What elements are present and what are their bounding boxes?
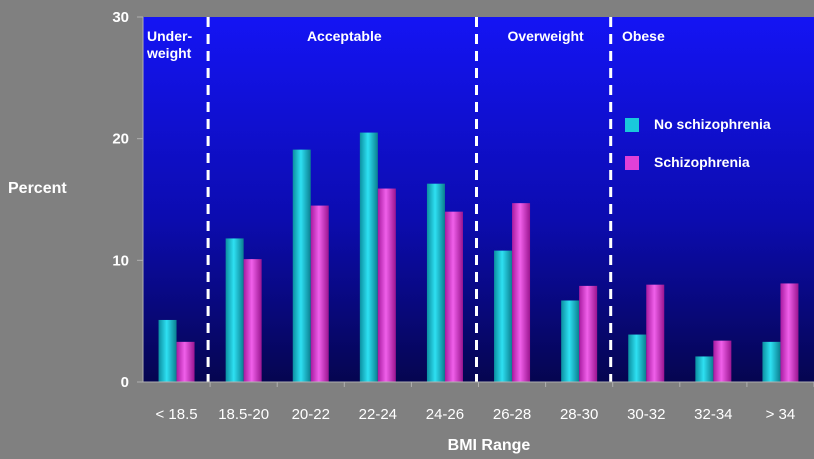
- bar-no-schizophrenia: [494, 250, 513, 382]
- bar-no-schizophrenia: [158, 319, 177, 382]
- x-tick-label: > 34: [766, 406, 796, 423]
- bar-no-schizophrenia: [628, 334, 647, 382]
- region-label: Acceptable: [307, 28, 382, 44]
- bar-schizophrenia: [512, 203, 531, 382]
- bar-schizophrenia: [310, 205, 329, 382]
- legend-swatch: [625, 156, 639, 170]
- bar-schizophrenia: [444, 211, 463, 382]
- bar-schizophrenia: [176, 341, 195, 382]
- bar-schizophrenia: [243, 259, 262, 382]
- bar-schizophrenia: [713, 340, 732, 382]
- bar-schizophrenia: [646, 284, 665, 382]
- y-tick-label: 20: [112, 131, 129, 148]
- legend: No schizophrenia Schizophrenia: [625, 116, 771, 170]
- bar-no-schizophrenia: [225, 238, 244, 382]
- bar-schizophrenia: [377, 188, 396, 382]
- bar-no-schizophrenia: [359, 132, 378, 382]
- bar-no-schizophrenia: [292, 149, 311, 382]
- bar-no-schizophrenia: [695, 356, 714, 382]
- x-tick-label: 26-28: [493, 406, 531, 423]
- x-tick-label: 30-32: [627, 406, 665, 423]
- y-tick-label: 10: [112, 252, 129, 269]
- x-tick-label: 24-26: [426, 406, 464, 423]
- x-tick-label: 20-22: [292, 406, 330, 423]
- y-tick-label: 0: [121, 374, 129, 391]
- bar-no-schizophrenia: [561, 300, 580, 382]
- region-label: Obese: [622, 28, 665, 44]
- x-tick-label: 18.5-20: [218, 406, 269, 423]
- x-tick-label: 32-34: [694, 406, 732, 423]
- y-axis-label: Percent: [8, 180, 67, 197]
- region-label: weight: [146, 45, 192, 61]
- bar-no-schizophrenia: [762, 341, 781, 382]
- bar-schizophrenia: [579, 285, 598, 382]
- y-tick-label: 30: [112, 9, 129, 26]
- bar-schizophrenia: [780, 283, 799, 382]
- bar-no-schizophrenia: [426, 183, 445, 382]
- x-tick-label: 28-30: [560, 406, 598, 423]
- region-label: Under-: [147, 28, 192, 44]
- x-axis-label: BMI Range: [448, 437, 531, 454]
- region-label: Overweight: [507, 28, 584, 44]
- legend-swatch: [625, 118, 639, 132]
- x-tick-label: < 18.5: [155, 406, 197, 423]
- legend-label: Schizophrenia: [654, 154, 750, 170]
- x-tick-label: 22-24: [359, 406, 397, 423]
- legend-label: No schizophrenia: [654, 116, 771, 132]
